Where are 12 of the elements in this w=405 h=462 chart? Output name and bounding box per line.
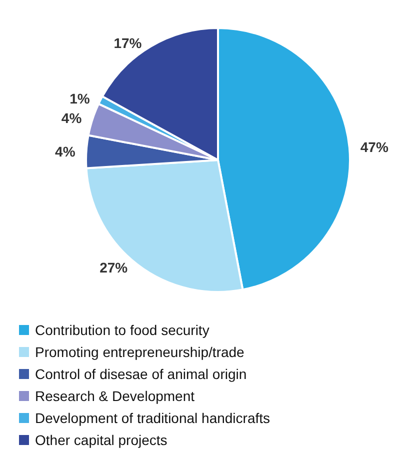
data-label: 1% [70, 90, 90, 106]
legend-label: Promoting entrepreneurship/trade [35, 344, 245, 360]
data-label: 47% [360, 139, 389, 156]
legend-label: Control of disesae of animal origin [35, 366, 247, 382]
legend-label: Other capital projects [35, 432, 168, 448]
data-label: 27% [100, 259, 128, 276]
data-label: 4% [61, 110, 82, 126]
legend-label: Research & Development [35, 388, 195, 404]
legend-label: Development of traditional handicrafts [35, 410, 270, 426]
data-label: 4% [55, 143, 76, 160]
legend-label: Contribution to food security [35, 322, 210, 338]
data-label: 17% [114, 34, 142, 51]
